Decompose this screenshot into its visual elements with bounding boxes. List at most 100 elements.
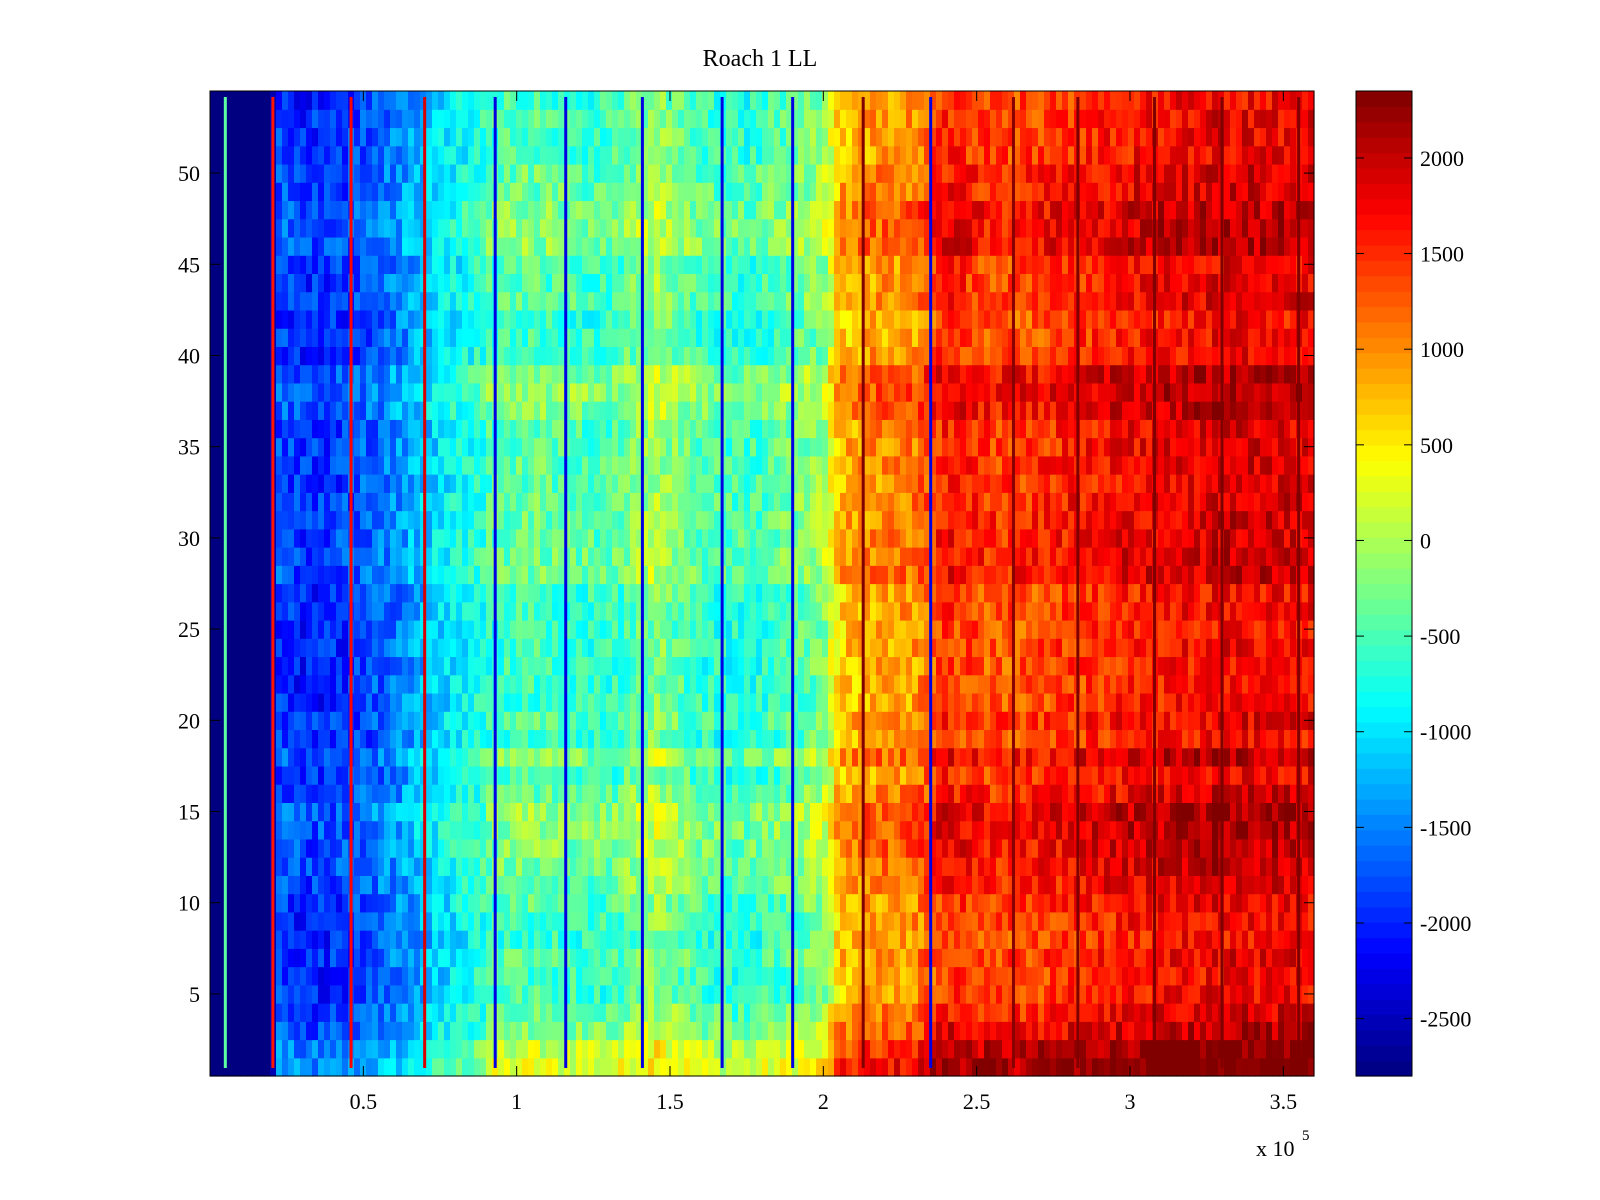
heatmap-cell: [480, 1021, 487, 1041]
heatmap-cell: [654, 857, 661, 876]
heatmap-cell: [408, 1039, 415, 1059]
heatmap-cell: [1194, 692, 1201, 712]
heatmap-cell: [1284, 692, 1291, 712]
heatmap-cell: [1104, 729, 1111, 749]
heatmap-cell: [636, 820, 643, 840]
heatmap-cell: [810, 638, 817, 658]
heatmap-cell: [522, 784, 529, 803]
heatmap-cell: [918, 711, 925, 731]
heatmap-cell: [378, 656, 385, 676]
heatmap-cell: [1080, 674, 1087, 694]
heatmap-cell: [624, 747, 631, 767]
heatmap-cell: [966, 930, 973, 949]
heatmap-cell: [558, 857, 565, 876]
heatmap-cell: [1146, 583, 1153, 603]
heatmap-cell: [462, 583, 469, 603]
heatmap-cell: [234, 948, 241, 968]
heatmap-cell: [780, 638, 787, 658]
heatmap-cell: [792, 984, 799, 1004]
heatmap-cell: [294, 1057, 301, 1077]
heatmap-cell: [786, 692, 793, 712]
heatmap-cell: [282, 765, 289, 785]
heatmap-cell: [1194, 674, 1201, 694]
heatmap-cell: [804, 820, 811, 840]
heatmap-cell: [756, 802, 763, 822]
heatmap-cell: [318, 930, 325, 949]
heatmap-cell: [732, 656, 739, 676]
heatmap-cell: [930, 747, 937, 767]
heatmap-cell: [840, 729, 847, 749]
heatmap-cell: [1158, 1057, 1165, 1077]
heatmap-cell: [834, 656, 841, 676]
heatmap-cell: [954, 638, 961, 658]
heatmap-cell: [1002, 984, 1009, 1004]
heatmap-cell: [612, 711, 619, 731]
heatmap-cell: [1176, 1039, 1183, 1059]
heatmap-cell: [516, 802, 523, 822]
heatmap-cell: [942, 656, 949, 676]
heatmap-cell: [1056, 1057, 1063, 1077]
heatmap-cell: [1026, 656, 1033, 676]
heatmap-cell: [1302, 948, 1309, 968]
heatmap-cell: [972, 966, 979, 986]
heatmap-cell: [228, 857, 235, 876]
heatmap-cell: [1290, 747, 1297, 767]
heatmap-cell: [1242, 857, 1249, 876]
heatmap-cell: [1290, 802, 1297, 822]
heatmap-cell: [450, 1057, 457, 1077]
heatmap-cell: [672, 930, 679, 949]
heatmap-cell: [990, 1057, 997, 1077]
heatmap-cell: [546, 802, 553, 822]
heatmap-cell: [1230, 966, 1237, 986]
heatmap-cell: [912, 802, 919, 822]
heatmap-cell: [432, 802, 439, 822]
heatmap-cell: [288, 1057, 295, 1077]
heatmap-cell: [984, 948, 991, 968]
heatmap-cell: [684, 1057, 691, 1077]
heatmap-cell: [762, 1003, 769, 1022]
heatmap-cell: [1194, 729, 1201, 749]
heatmap-cell: [540, 711, 547, 731]
heatmap-cell: [1098, 656, 1105, 676]
heatmap-cell: [384, 711, 391, 731]
heatmap-cell: [816, 984, 823, 1004]
heatmap-cell: [996, 1021, 1003, 1041]
heatmap-cell: [630, 1039, 637, 1059]
heatmap-cell: [456, 875, 463, 895]
heatmap-cell: [660, 1021, 667, 1041]
heatmap-cell: [438, 638, 445, 658]
heatmap-cell: [756, 583, 763, 603]
heatmap-cell: [324, 930, 331, 949]
heatmap-cell: [870, 784, 877, 803]
heatmap-cell: [606, 674, 613, 694]
heatmap-cell: [642, 619, 649, 639]
heatmap-cell: [918, 729, 925, 749]
heatmap-cell: [1008, 984, 1015, 1004]
heatmap-cell: [864, 820, 871, 840]
heatmap-cell: [498, 674, 505, 694]
heatmap-cell: [858, 911, 865, 931]
heatmap-cell: [324, 857, 331, 876]
heatmap-cell: [828, 857, 835, 876]
heatmap-cell: [1146, 711, 1153, 731]
heatmap-cell: [282, 911, 289, 931]
heatmap-cell: [522, 692, 529, 712]
heatmap-cell: [1224, 711, 1231, 731]
heatmap-cell: [564, 674, 571, 694]
heatmap-cell: [678, 1003, 685, 1022]
heatmap-cell: [846, 875, 853, 895]
heatmap-cell: [762, 875, 769, 895]
heatmap-cell: [558, 765, 565, 785]
heatmap-cell: [438, 1039, 445, 1059]
heatmap-cell: [300, 911, 307, 931]
heatmap-cell: [414, 1057, 421, 1077]
heatmap-cell: [876, 656, 883, 676]
heatmap-cell: [996, 656, 1003, 676]
heatmap-cell: [1176, 747, 1183, 767]
heatmap-cell: [1110, 765, 1117, 785]
heatmap-cell: [804, 729, 811, 749]
heatmap-cell: [444, 984, 451, 1004]
heatmap-cell: [354, 984, 361, 1004]
heatmap-cell: [1020, 930, 1027, 949]
heatmap-cell: [288, 875, 295, 895]
